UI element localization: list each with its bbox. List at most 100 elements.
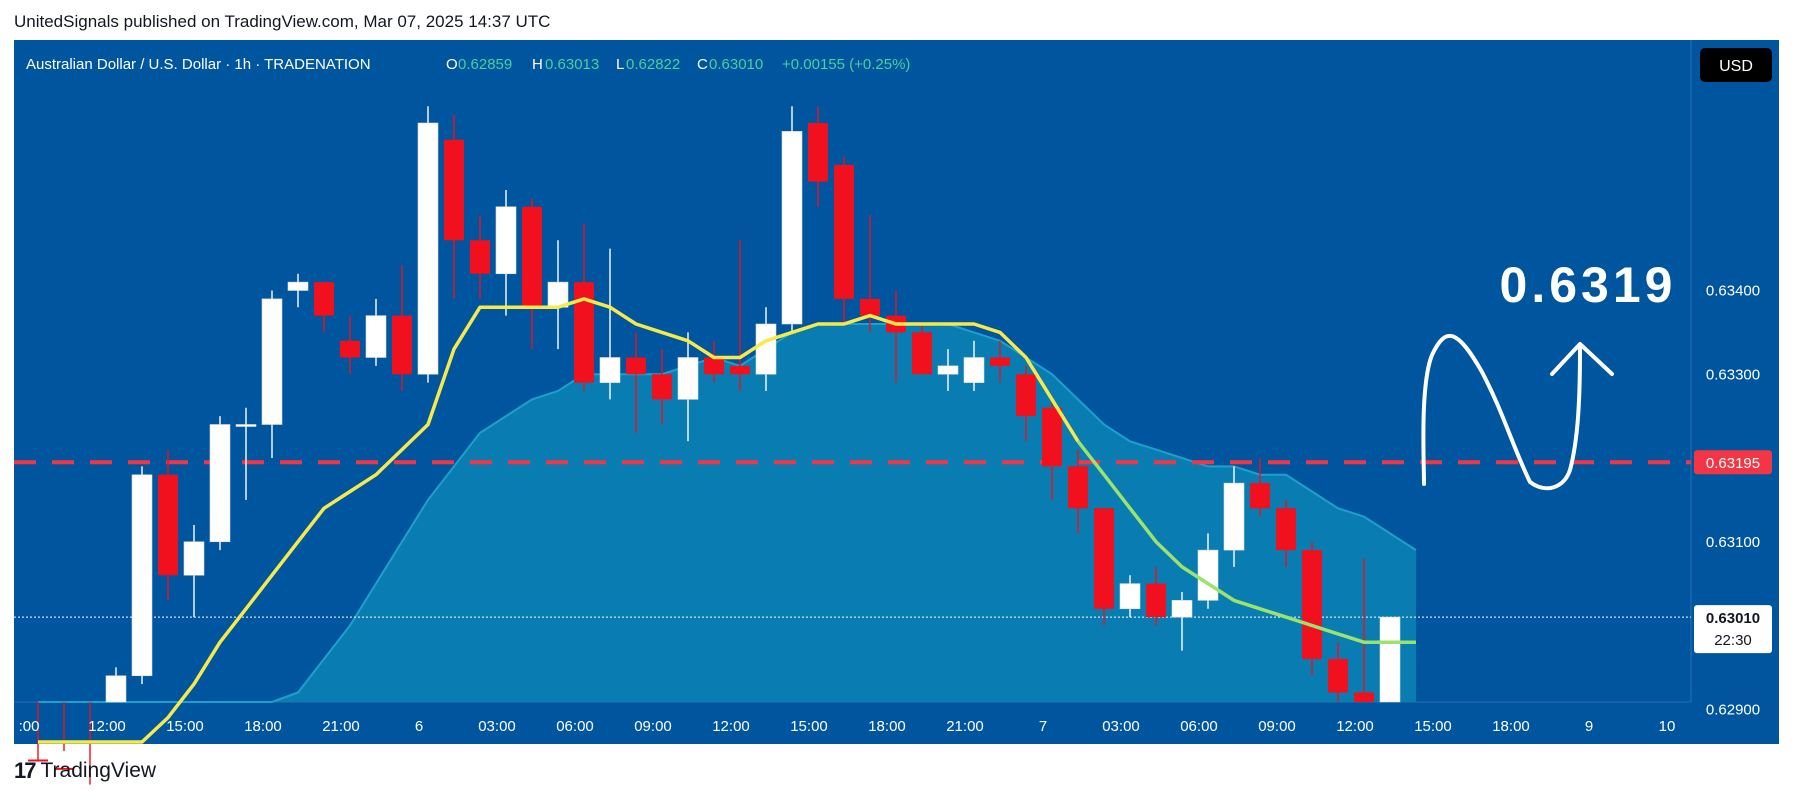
candle[interactable] [183, 525, 205, 618]
candle-body [781, 131, 803, 325]
candle-body [417, 122, 439, 375]
tradingview-logo[interactable]: 17 TradingView [14, 758, 156, 784]
time-tick-label: 15:00 [790, 718, 828, 735]
candle-body [522, 206, 542, 308]
candle[interactable] [990, 340, 1010, 383]
price-tick-label: 0.63100 [1706, 534, 1760, 551]
candle[interactable] [392, 265, 412, 391]
price-tick-label: 0.63400 [1706, 283, 1760, 300]
candle-body [912, 332, 932, 375]
candle[interactable] [677, 332, 699, 442]
candle-body [28, 759, 48, 762]
candle[interactable] [131, 466, 153, 685]
candle-body [1171, 600, 1193, 618]
candle[interactable] [495, 190, 517, 316]
target-price-text[interactable]: 0.6319 [1500, 257, 1677, 313]
candle-body [392, 315, 412, 375]
change-value: +0.00155 (+0.25%) [782, 56, 910, 73]
ema-segment-green[interactable] [1076, 440, 1416, 644]
time-tick-label: 18:00 [244, 718, 282, 735]
candle-body [1016, 374, 1036, 417]
candle[interactable] [261, 290, 283, 459]
candle[interactable] [1276, 499, 1296, 567]
candle[interactable] [105, 667, 127, 703]
candle[interactable] [937, 349, 959, 391]
candle[interactable] [1302, 541, 1322, 676]
time-tick-label: 21:00 [322, 718, 360, 735]
candle[interactable] [963, 340, 985, 391]
candle[interactable] [235, 407, 257, 500]
candle-body [963, 357, 985, 383]
forecast-drawing[interactable] [1421, 333, 1614, 491]
candle[interactable] [1016, 365, 1036, 442]
candle[interactable] [755, 307, 777, 391]
ema-segment-yellow[interactable] [38, 297, 1080, 744]
candle-body [937, 365, 959, 375]
ema-line[interactable] [38, 297, 1416, 744]
candle[interactable] [1146, 566, 1166, 626]
candle-body [834, 164, 854, 299]
candle[interactable] [1379, 616, 1401, 703]
candle[interactable] [1250, 458, 1270, 517]
candle[interactable] [860, 215, 880, 333]
resistance-price-tag [1694, 450, 1772, 475]
price-tick-label: 0.62900 [1706, 701, 1760, 718]
candle[interactable] [781, 106, 803, 333]
candle[interactable] [1068, 449, 1088, 534]
candle[interactable] [1223, 466, 1245, 567]
candle[interactable] [365, 298, 387, 366]
currency-badge[interactable]: USD [1700, 48, 1772, 82]
candle-body [1302, 550, 1322, 659]
tradingview-logo-icon: 17 [14, 758, 37, 783]
candle[interactable] [314, 282, 334, 333]
candle-body [808, 123, 828, 182]
candle-body [1042, 407, 1062, 467]
candle[interactable] [444, 114, 464, 299]
candle-body [1250, 483, 1270, 509]
low-value: 0.62822 [626, 56, 680, 73]
time-tick-label: 03:00 [1102, 718, 1140, 735]
candle-body [340, 340, 360, 358]
candle-body [287, 281, 309, 291]
candle[interactable] [522, 198, 542, 350]
candle[interactable] [1354, 558, 1374, 703]
candle[interactable] [808, 106, 828, 207]
candle[interactable] [209, 416, 231, 551]
candle[interactable] [574, 223, 594, 392]
currency-label: USD [1719, 58, 1753, 75]
candle[interactable] [158, 449, 178, 601]
candle-body [444, 139, 464, 241]
resistance-line[interactable]: 0.63195 [14, 450, 1772, 475]
candle[interactable] [599, 248, 621, 400]
price-axis[interactable]: 0.62800 0.62900 0.63100 0.63300 0.63400 [1706, 283, 1760, 798]
candle[interactable] [1328, 642, 1348, 702]
candle[interactable] [730, 240, 750, 391]
candle[interactable] [417, 106, 439, 383]
candle[interactable] [1119, 575, 1141, 618]
candle[interactable] [834, 156, 854, 325]
candle[interactable] [287, 273, 309, 308]
forecast-path[interactable] [1421, 333, 1582, 491]
candle-body [105, 675, 127, 703]
candle[interactable] [704, 340, 724, 383]
candle[interactable] [470, 215, 490, 299]
candle-body [677, 357, 699, 400]
candle[interactable] [1171, 592, 1193, 651]
candle[interactable] [340, 315, 360, 375]
candle[interactable] [1094, 508, 1114, 626]
symbol-label: Australian Dollar / U.S. Dollar · 1h · T… [26, 56, 371, 73]
candle-body [1197, 549, 1219, 601]
candle[interactable] [912, 324, 932, 375]
last-price-line: 0.63010 22:30 [14, 605, 1772, 654]
candle[interactable] [626, 332, 646, 433]
candle[interactable] [652, 349, 672, 425]
candle-body [574, 282, 594, 383]
volume-profile-cloud [38, 323, 1417, 703]
candle-body [626, 357, 646, 375]
time-axis[interactable]: :00 12:00 15:00 18:00 21:00 6 03:00 06:00 09:00 1… [19, 718, 1676, 735]
candle[interactable] [1042, 399, 1062, 500]
candle[interactable] [28, 702, 48, 762]
candle-body [1354, 692, 1374, 702]
forecast-arrowhead [1550, 342, 1614, 376]
